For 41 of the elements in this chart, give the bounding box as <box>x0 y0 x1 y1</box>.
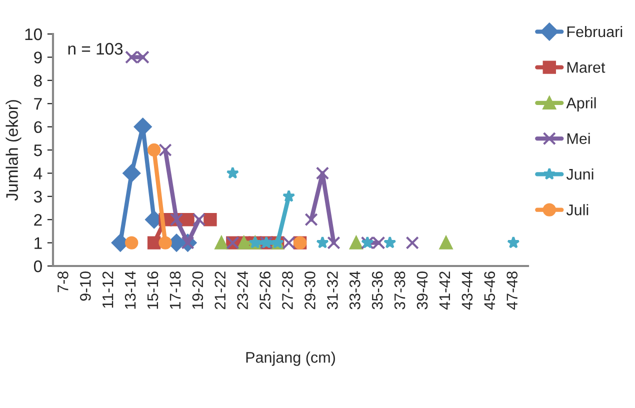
legend-label: Februari <box>567 26 622 38</box>
x-tick-label: 13-14 <box>124 271 136 309</box>
y-tick-label: 2 <box>34 214 42 226</box>
x-tick-label: 17-18 <box>170 272 181 309</box>
legend-label: Maret <box>567 62 606 73</box>
y-tick-label: 10 <box>25 28 42 40</box>
x-tick-label: 27-28 <box>282 272 293 310</box>
y-tick-label: 8 <box>34 74 42 87</box>
x-tick-label: 19-20 <box>192 271 204 309</box>
y-tick-label: 4 <box>34 168 42 180</box>
x-tick-label: 37-38 <box>394 272 406 310</box>
x-tick-label: 23-24 <box>237 271 248 310</box>
y-tick-label: 5 <box>34 144 42 156</box>
x-tick-label: 25-26 <box>260 272 270 310</box>
x-tick-label: 33-34 <box>349 271 360 310</box>
y-axis-title: Jumlah (ekor) <box>6 100 22 201</box>
annotation: n = 103 <box>68 42 123 55</box>
legend-label: Mei <box>567 132 590 144</box>
x-tick-label: 7-8 <box>58 272 68 292</box>
x-tick-label: 39-40 <box>416 271 428 310</box>
y-tick-label: 3 <box>34 190 42 203</box>
y-tick-label: 1 <box>34 237 42 249</box>
x-tick-label: 31-32 <box>327 272 338 310</box>
legend-label: April <box>566 97 596 112</box>
legend-label: Juni <box>566 168 594 180</box>
y-tick-label: 6 <box>34 121 42 134</box>
legend-label: Juli <box>566 204 588 216</box>
x-tick-label: 43-44 <box>462 271 473 310</box>
y-tick-label: 7 <box>34 98 42 110</box>
x-tick-label: 9-10 <box>80 271 91 301</box>
x-tick-label: 41-42 <box>439 272 450 310</box>
x-tick-label: 15-16 <box>147 272 158 309</box>
x-tick-label: 45-46 <box>484 272 496 310</box>
x-tick-label: 29-30 <box>304 271 316 310</box>
x-tick-label: 47-48 <box>506 272 518 310</box>
x-tick-label: 11-12 <box>102 272 114 308</box>
y-tick-label: 9 <box>34 52 42 64</box>
x-tick-label: 35-36 <box>372 272 383 310</box>
y-tick-label: 0 <box>34 260 42 272</box>
x-tick-label: 21-22 <box>214 272 226 310</box>
x-axis-title: Panjang (cm) <box>246 352 335 366</box>
